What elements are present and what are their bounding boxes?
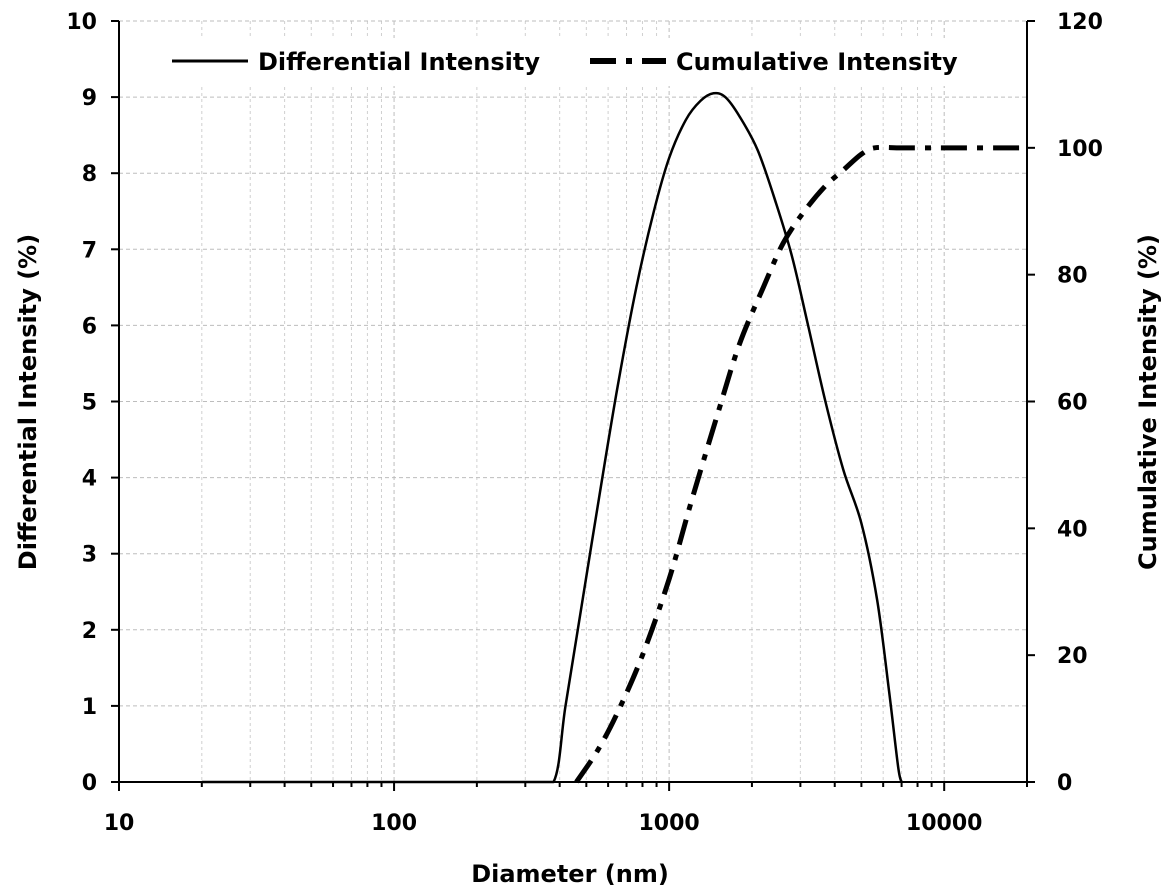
series-line-cumulative [574,144,1027,784]
legend: Differential Intensity Cumulative Intens… [165,38,985,86]
x-axis-title: Diameter (nm) [471,860,669,888]
tick-labels: 10 100 1000 1000001234567891002040608010012… [66,10,1103,836]
x-tick-label: 100 [371,811,417,836]
y2-tick-label: 20 [1057,644,1088,669]
y-tick-label: 3 [82,543,97,568]
y2-tick-label: 60 [1057,391,1088,416]
y2-tick-label: 100 [1057,137,1103,162]
y-tick-label: 1 [82,695,97,720]
legend-background [165,38,985,86]
y-tick-label: 7 [82,238,97,263]
y2-tick-label: 120 [1057,10,1103,35]
y-tick-label: 5 [82,391,97,416]
x-tick-label: 1000 [639,811,700,836]
y2-tick-label: 40 [1057,517,1088,542]
series-line-differential [201,91,903,784]
y-tick-label: 8 [82,162,97,187]
legend-label-cumulative: Cumulative Intensity [676,48,958,76]
y2-tick-label: 80 [1057,264,1088,289]
y-tick-label: 0 [82,771,97,796]
legend-label-differential: Differential Intensity [258,48,540,76]
y-tick-label: 2 [82,619,97,644]
y-tick-label: 10 [66,10,97,35]
axes [111,20,1035,791]
y2-tick-label: 0 [1057,771,1072,796]
series-layer [201,91,1027,784]
grid [119,20,1027,782]
x-tick-label: 10000 [906,811,983,836]
y-tick-label: 4 [82,467,97,492]
y-tick-label: 6 [82,314,97,339]
x-tick-label: 10 [104,811,135,836]
y-tick-label: 9 [82,86,97,111]
y-axis-title: Differential Intensity (%) [14,234,42,570]
y2-axis-title: Cumulative Intensity (%) [1134,234,1162,570]
